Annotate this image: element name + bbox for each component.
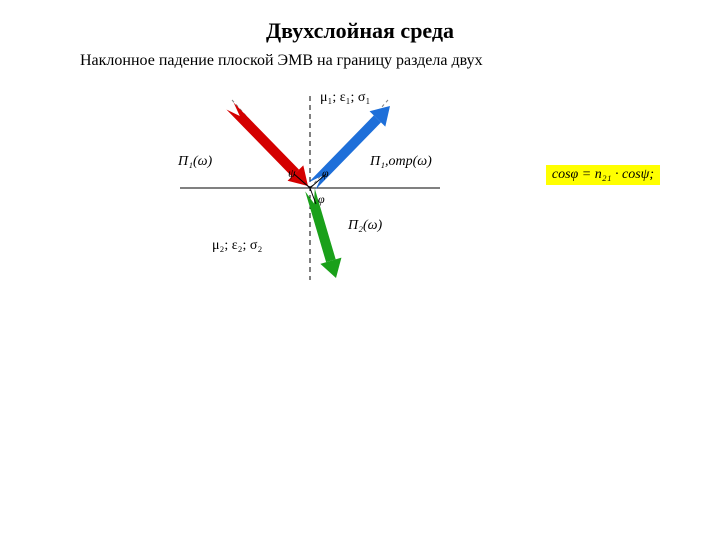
poynting-incident-label: Π₁(ω) xyxy=(178,154,212,170)
poynting-reflected-label: Π₁,отр(ω) xyxy=(370,154,432,170)
diagram-svg xyxy=(160,88,460,288)
wave-diagram: ψ φ φ μ₁; ε₁; σ₁ μ₂; ε₂; σ₂ Π₁(ω) Π₁,отр… xyxy=(160,88,460,288)
arrow-reflected xyxy=(308,115,381,189)
page-title: Двухслойная среда xyxy=(0,18,720,44)
angle-psi-left: ψ xyxy=(288,166,295,181)
subtitle: Наклонное падение плоской ЭМВ на границу… xyxy=(80,52,483,70)
angle-phi-bottom: φ xyxy=(318,192,325,207)
snell-formula: cosφ = n₂₁ · cosψ; xyxy=(546,165,660,185)
angle-phi-right: φ xyxy=(322,166,329,181)
medium-bottom-params: μ₂; ε₂; σ₂ xyxy=(212,238,262,254)
poynting-refracted-label: Π₂(ω) xyxy=(348,218,382,234)
medium-top-params: μ₁; ε₁; σ₁ xyxy=(320,90,370,106)
page: Двухслойная среда Наклонное падение плос… xyxy=(0,0,720,540)
